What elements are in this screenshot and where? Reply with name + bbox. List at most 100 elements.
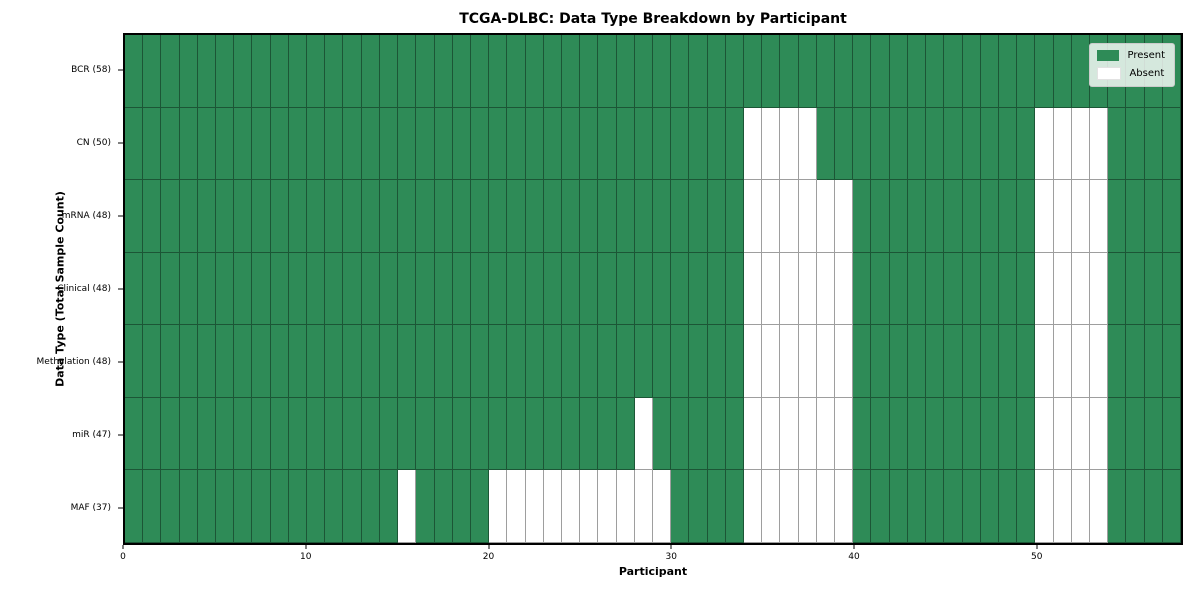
heatmap-cell	[343, 325, 362, 398]
heatmap-cell	[907, 180, 927, 253]
heatmap-cell	[288, 397, 308, 471]
heatmap-cell	[525, 180, 544, 253]
heatmap-cell	[962, 180, 981, 253]
heatmap-cell	[798, 325, 817, 398]
heatmap-cell	[926, 35, 945, 108]
heatmap-cell	[234, 180, 253, 253]
heatmap-cell	[889, 470, 908, 543]
heatmap-cell	[343, 107, 362, 181]
heatmap-cell	[962, 35, 981, 108]
heatmap-cell	[179, 325, 198, 398]
heatmap-cell	[652, 397, 672, 471]
heatmap-cell	[634, 35, 653, 108]
heatmap-cell	[907, 397, 927, 471]
heatmap-cell	[543, 180, 562, 253]
heatmap-cell	[762, 397, 781, 471]
heatmap-cell	[926, 397, 945, 471]
heatmap-cell	[489, 35, 508, 108]
heatmap-cell	[889, 397, 908, 471]
heatmap-cell	[1035, 397, 1054, 471]
heatmap-cell	[725, 252, 745, 326]
heatmap-cell	[725, 397, 745, 471]
heatmap-cell	[561, 470, 581, 543]
heatmap-cell	[1035, 470, 1054, 543]
heatmap-cell	[125, 397, 144, 471]
heatmap-cell	[416, 180, 435, 253]
heatmap-cell	[161, 252, 180, 326]
heatmap-cell	[507, 35, 526, 108]
heatmap-cell	[343, 470, 362, 543]
heatmap-cell	[179, 107, 198, 181]
y-axis-ticks: BCR (58) CN (50) mRNA (48) Clinical (48) Met…	[0, 33, 123, 545]
heatmap-cell	[744, 325, 763, 398]
heatmap-cell	[543, 325, 562, 398]
heatmap-cell	[434, 35, 453, 108]
heatmap-cell	[1053, 252, 1072, 326]
heatmap-cell	[762, 107, 781, 181]
heatmap-cell	[288, 470, 308, 543]
heatmap-cell	[853, 252, 872, 326]
heatmap-cell	[361, 252, 380, 326]
heatmap-cell	[962, 252, 981, 326]
heatmap-cell	[980, 107, 999, 181]
heatmap-cell	[580, 35, 599, 108]
x-axis-ticks: 0 10 20 30 40 50	[120, 545, 1183, 567]
heatmap-cell	[671, 325, 690, 398]
heatmap-cell	[1053, 470, 1072, 543]
heatmap-cell	[161, 470, 180, 543]
heatmap-cell	[470, 252, 490, 326]
heatmap-cell	[216, 252, 235, 326]
heatmap-cell	[1144, 397, 1163, 471]
heatmap-cell	[361, 35, 380, 108]
heatmap-cell	[197, 470, 217, 543]
heatmap-cell	[762, 180, 781, 253]
heatmap-cell	[361, 107, 380, 181]
heatmap-cell	[652, 325, 672, 398]
heatmap-cell	[125, 35, 144, 108]
heatmap-cell	[689, 397, 708, 471]
y-tick-label: mRNA (48)	[61, 210, 111, 221]
heatmap-cell	[434, 107, 453, 181]
heatmap-cell	[1089, 470, 1109, 543]
y-tick-mark	[118, 142, 123, 144]
heatmap-cell	[379, 252, 399, 326]
heatmap-cell	[671, 35, 690, 108]
x-tick-label: 30	[665, 552, 677, 562]
heatmap-cell	[1053, 397, 1072, 471]
heatmap-cell	[1071, 397, 1090, 471]
x-tick-mark	[853, 545, 855, 549]
heatmap-cell	[561, 107, 581, 181]
heatmap-cell	[197, 35, 217, 108]
heatmap-cell	[197, 180, 217, 253]
heatmap-cell	[889, 107, 908, 181]
heatmap-cell	[1017, 325, 1036, 398]
heatmap-cell	[1144, 252, 1163, 326]
heatmap-cell	[379, 180, 399, 253]
heatmap-cell	[216, 397, 235, 471]
heatmap-cell	[288, 107, 308, 181]
legend-label: Present	[1127, 49, 1165, 61]
heatmap-cell	[416, 397, 435, 471]
heatmap-cell	[707, 35, 726, 108]
heatmap-cell	[507, 325, 526, 398]
heatmap-cell	[598, 252, 617, 326]
heatmap-cell	[671, 107, 690, 181]
heatmap-cell	[143, 180, 162, 253]
heatmap-cell	[816, 107, 836, 181]
heatmap-cell	[835, 252, 854, 326]
heatmap-cell	[871, 252, 890, 326]
heatmap-cell	[143, 107, 162, 181]
heatmap-cell	[1162, 180, 1181, 253]
heatmap-cell	[234, 325, 253, 398]
heatmap-cell	[634, 180, 653, 253]
heatmap-cell	[343, 252, 362, 326]
heatmap-cell	[288, 180, 308, 253]
heatmap-cell	[143, 325, 162, 398]
heatmap-cell	[944, 470, 963, 543]
heatmap-cell	[998, 107, 1018, 181]
heatmap-cell	[835, 35, 854, 108]
x-tick-mark	[488, 545, 490, 549]
heatmap-cell	[689, 470, 708, 543]
y-tick-mark	[118, 69, 123, 71]
heatmap-cell	[616, 107, 635, 181]
